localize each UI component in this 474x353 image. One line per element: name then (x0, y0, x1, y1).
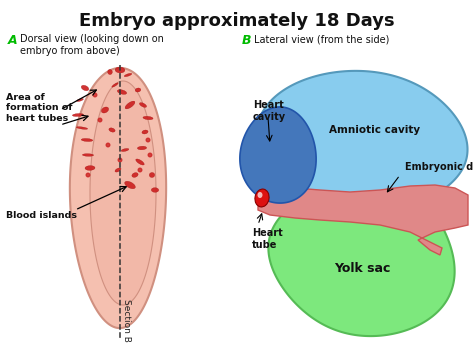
Polygon shape (268, 180, 455, 336)
Text: Embryonic disc: Embryonic disc (405, 162, 474, 172)
Ellipse shape (135, 88, 141, 92)
Circle shape (146, 138, 150, 142)
Ellipse shape (82, 154, 94, 156)
Polygon shape (258, 185, 468, 255)
Ellipse shape (85, 166, 95, 170)
Text: Yolk sac: Yolk sac (334, 262, 390, 275)
Ellipse shape (117, 90, 127, 94)
Text: B: B (242, 34, 252, 47)
Circle shape (138, 168, 142, 172)
Text: Heart
cavity: Heart cavity (253, 100, 286, 121)
Ellipse shape (121, 149, 129, 151)
Ellipse shape (115, 168, 121, 172)
Ellipse shape (143, 116, 153, 120)
Text: Embryo approximately 18 Days: Embryo approximately 18 Days (79, 12, 395, 30)
Text: Area of
formation of
heart tubes: Area of formation of heart tubes (6, 93, 73, 123)
Ellipse shape (101, 107, 109, 113)
Ellipse shape (76, 127, 88, 129)
Circle shape (86, 173, 90, 177)
Ellipse shape (125, 181, 136, 189)
Ellipse shape (109, 128, 115, 132)
Ellipse shape (255, 189, 269, 207)
Ellipse shape (151, 188, 159, 192)
Text: Heart
tube: Heart tube (252, 228, 283, 250)
Ellipse shape (115, 67, 125, 73)
Ellipse shape (112, 83, 118, 87)
Text: A: A (8, 34, 18, 47)
Text: Lateral view (from the side): Lateral view (from the side) (254, 34, 389, 44)
Ellipse shape (81, 85, 89, 91)
Ellipse shape (149, 173, 155, 178)
Ellipse shape (137, 146, 146, 150)
Ellipse shape (124, 73, 132, 77)
Ellipse shape (77, 98, 83, 102)
Ellipse shape (142, 130, 148, 134)
Text: Dorsal view (looking down on
embryo from above): Dorsal view (looking down on embryo from… (20, 34, 164, 56)
Circle shape (93, 93, 97, 97)
Ellipse shape (139, 103, 146, 107)
Text: Amniotic cavity: Amniotic cavity (329, 125, 420, 135)
Polygon shape (256, 71, 467, 215)
Ellipse shape (132, 173, 138, 177)
Text: Blood islands: Blood islands (6, 210, 77, 220)
Circle shape (148, 153, 152, 157)
Ellipse shape (257, 192, 263, 198)
Circle shape (118, 158, 122, 162)
Polygon shape (240, 107, 316, 203)
Polygon shape (70, 68, 166, 328)
Ellipse shape (125, 101, 135, 109)
Circle shape (106, 143, 110, 147)
Text: Section B: Section B (122, 299, 131, 341)
Polygon shape (90, 81, 156, 305)
Ellipse shape (73, 114, 83, 116)
Ellipse shape (136, 159, 144, 165)
Ellipse shape (81, 138, 93, 142)
Circle shape (98, 118, 102, 122)
Ellipse shape (108, 70, 112, 74)
